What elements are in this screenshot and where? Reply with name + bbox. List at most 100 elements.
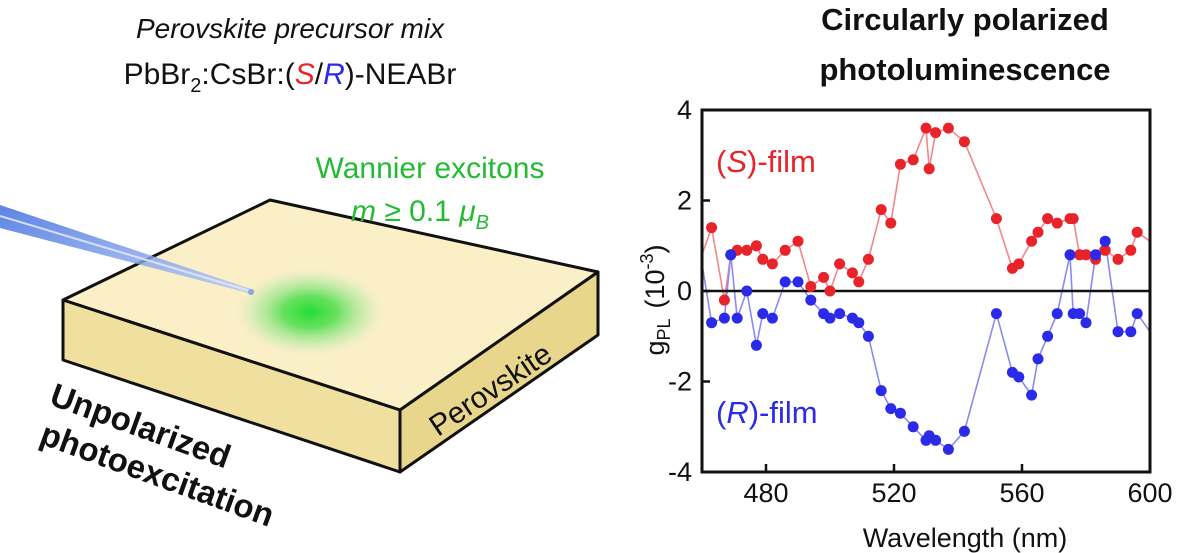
data-point-s <box>1013 258 1025 270</box>
formula-part-csbr: :CsBr:( <box>201 58 294 91</box>
data-point-s <box>792 235 804 247</box>
data-point-s <box>741 244 753 256</box>
annotation-s-film: (S)-film <box>716 144 816 179</box>
data-point-s <box>1067 213 1079 225</box>
y-label-exp: -3 <box>637 253 657 269</box>
beam-spot <box>248 289 254 295</box>
data-point-s <box>706 222 718 234</box>
data-point-s <box>750 240 762 252</box>
data-point-r <box>930 434 942 446</box>
exciton-glow <box>232 266 388 358</box>
axis-tick-labels: 480 520 560 600 4 2 0 -2 -4 <box>668 95 1173 508</box>
data-point-s <box>930 127 942 139</box>
y-tick-label: -4 <box>668 457 692 487</box>
axis-ticks <box>702 108 1152 474</box>
moment-symbol: m <box>351 195 376 228</box>
data-point-r <box>725 249 737 261</box>
data-point-s <box>824 285 836 297</box>
data-point-s <box>718 294 730 306</box>
exciton-moment: m ≥ 0.1 μB <box>351 195 489 234</box>
formula-part-pbbr: PbBr <box>124 58 191 91</box>
chart-title-line-2: photoluminescence <box>819 52 1110 87</box>
data-point-s <box>1125 244 1137 256</box>
data-point-s <box>894 158 906 170</box>
data-point-r <box>706 317 718 329</box>
formula-part-neabr: )-NEABr <box>345 58 457 91</box>
data-point-s <box>885 217 897 229</box>
chart-plot: 480 520 560 600 4 2 0 -2 -4 <box>668 95 1173 508</box>
data-point-r <box>862 330 874 342</box>
excitation-beam <box>0 205 254 295</box>
data-point-s <box>958 136 970 148</box>
data-point-r <box>1131 308 1143 320</box>
data-point-s <box>942 122 954 134</box>
light-beam <box>0 205 254 294</box>
data-point-r <box>942 443 954 455</box>
y-tick-label: 4 <box>677 95 692 125</box>
beam-core <box>0 215 251 292</box>
y-label-sub: PL <box>654 318 674 340</box>
data-point-r <box>757 308 769 320</box>
data-point-r <box>1099 235 1111 247</box>
annotation-r-pre: ( <box>716 395 727 430</box>
data-point-r <box>907 421 919 433</box>
x-tick-label: 600 <box>1127 478 1172 508</box>
exciton-title: Wannier excitons <box>316 152 545 185</box>
data-point-r <box>1090 249 1102 261</box>
data-point-r <box>718 312 730 324</box>
moment-subscript: B <box>476 212 489 234</box>
data-point-s <box>1026 235 1038 247</box>
data-point-r <box>766 312 778 324</box>
y-tick-label: 0 <box>677 276 692 306</box>
data-point-r <box>779 276 791 288</box>
y-tick-label: 2 <box>677 186 692 216</box>
data-point-r <box>1026 389 1038 401</box>
data-point-r <box>1042 330 1054 342</box>
data-point-r <box>875 385 887 397</box>
annotation-s-post: )-film <box>747 144 816 179</box>
y-label-g: g <box>640 341 670 356</box>
data-point-r <box>731 312 743 324</box>
data-point-r <box>750 339 762 351</box>
data-point-r <box>1032 353 1044 365</box>
data-point-r <box>1074 308 1086 320</box>
slab-right-face <box>398 270 600 474</box>
data-point-r <box>1013 371 1025 383</box>
data-point-s <box>1099 244 1111 256</box>
data-point-s <box>846 267 858 279</box>
x-tick-label: 560 <box>999 478 1044 508</box>
chart-title-line-1: Circularly polarized <box>821 2 1109 37</box>
data-point-r <box>958 425 970 437</box>
data-point-r <box>1064 249 1076 261</box>
y-label-close: ) <box>640 244 670 253</box>
annotation-s-pre: ( <box>716 144 727 179</box>
y-axis-label: gPL (10-3) <box>637 244 674 355</box>
data-point-s <box>1131 226 1143 238</box>
data-point-r <box>1051 308 1063 320</box>
x-tick-label: 520 <box>871 478 916 508</box>
data-point-r <box>834 308 846 320</box>
data-point-r <box>1080 317 1092 329</box>
data-point-s <box>1032 226 1044 238</box>
y-label-unit: (10 <box>640 269 670 308</box>
data-point-s <box>923 163 935 175</box>
data-point-s <box>1042 213 1054 225</box>
precursor-title: Perovskite precursor mix <box>136 13 445 44</box>
data-point-r <box>741 285 753 297</box>
data-point-s <box>920 122 932 134</box>
data-point-s <box>853 276 865 288</box>
data-point-s <box>1112 253 1124 265</box>
formula-r-enantiomer: R <box>323 58 345 91</box>
data-point-r <box>1112 326 1124 338</box>
formula-subscript: 2 <box>190 75 201 97</box>
precursor-formula: PbBr2:CsBr:(S/R)-NEABr <box>124 58 457 97</box>
data-point-s <box>766 258 778 270</box>
data-point-s <box>757 253 769 265</box>
data-point-r <box>824 312 836 324</box>
data-point-r <box>885 403 897 415</box>
data-point-s <box>818 271 830 283</box>
data-point-s <box>875 204 887 216</box>
series-points <box>706 122 1143 455</box>
data-point-s <box>779 244 791 256</box>
